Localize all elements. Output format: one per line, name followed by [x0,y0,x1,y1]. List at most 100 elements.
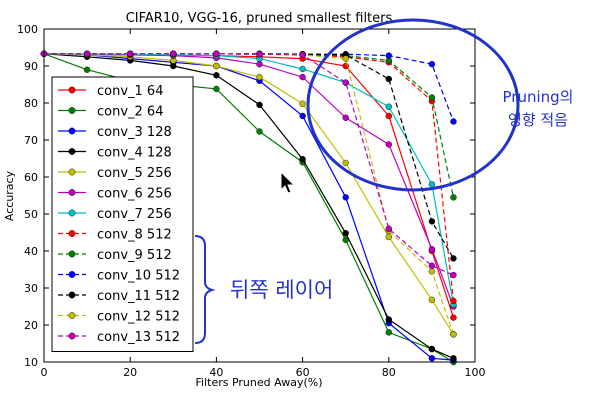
series-line-11 [44,53,454,259]
data-point [428,245,436,253]
data-point [385,112,392,120]
legend-marker [68,291,76,299]
data-point [450,331,457,338]
axis-ticks: 0 20 40 60 80 100 10 20 30 40 50 60 70 80 90 100 [17,23,486,379]
data-point [342,194,349,201]
data-point [450,355,457,362]
data-point [428,262,436,269]
legend-label: conv_10 512 [97,269,180,284]
data-point [213,85,220,93]
legend-marker [68,148,76,155]
data-point [385,329,392,336]
chart-title: CIFAR10, VGG-16, pruned smallest filters [126,11,393,26]
data-point [299,51,306,59]
legend-marker [68,189,76,196]
data-point [385,103,392,110]
legend-marker [68,107,76,114]
legend-marker [68,127,76,135]
annotation-later-layers-label: 뒤쪽 레이어 [230,278,333,302]
y-tick-label: 60 [24,171,38,184]
data-point [213,72,220,79]
legend-marker [68,230,76,237]
x-tick-label: 100 [465,366,486,379]
legend-box [51,76,194,352]
data-point [385,75,392,83]
data-point [170,62,177,70]
legend-marker [68,86,76,94]
data-point [428,218,436,225]
legend-label: conv_4 128 [97,146,172,161]
legend-brace [194,235,216,344]
annotation-pruning-label: Pruning의 [503,88,574,106]
data-point [450,314,457,321]
data-point [450,118,457,125]
data-point [385,52,392,59]
data-point [126,50,134,57]
series-line-9 [44,53,454,198]
data-point [342,230,349,237]
series-line-13 [44,53,454,276]
legend-marker [68,271,76,278]
x-tick-label: 80 [382,366,396,379]
data-point [299,156,306,163]
legend-label: conv_7 256 [97,207,172,222]
legend-label: conv_9 512 [97,248,172,263]
y-tick-label: 100 [17,23,38,36]
x-tick-label: 40 [209,366,223,379]
legend-label: conv_11 512 [97,289,180,304]
data-point [256,128,263,135]
legend-marker [68,312,76,319]
data-point [428,94,436,101]
legend-label: conv_1 64 [97,84,163,99]
legend-marker [68,209,76,217]
y-tick-label: 80 [24,97,38,110]
data-point [428,268,436,275]
data-point [256,73,263,81]
x-tick-label: 60 [296,366,310,379]
data-point [299,112,306,120]
legend-label: conv_6 256 [97,187,172,202]
data-point [385,316,392,323]
data-point [428,60,436,68]
data-point [428,355,436,362]
legend-label: conv_13 512 [97,330,180,345]
axes-frame [43,28,476,363]
data-point [342,79,349,86]
data-point [299,100,306,107]
cursor-icon [280,170,296,194]
data-point [256,50,263,58]
y-tick-label: 70 [24,134,38,147]
data-point [299,73,306,81]
data-point [342,159,349,167]
data-point [342,114,349,122]
data-point [83,50,91,57]
x-axis-label: Filters Pruned Away(%) [196,376,323,389]
y-tick-label: 90 [24,60,38,73]
data-point [213,50,220,57]
legend: conv_1 64 conv_2 64 conv_3 128 conv_4 128 co… [51,76,194,352]
series-line-12 [44,53,454,335]
data-point [428,296,436,304]
data-point [342,55,349,62]
data-point [83,66,91,73]
legend-label: conv_5 256 [97,166,172,181]
y-tick-label: 50 [24,208,38,221]
data-point [450,271,457,279]
data-point [450,297,457,305]
highlight-circle [306,18,520,192]
plot-area [40,50,457,366]
legend-label: conv_2 64 [97,105,163,120]
y-axis-label: Accuracy [3,170,16,221]
series-line-8 [44,53,454,301]
legend-label: conv_8 512 [97,228,172,243]
data-point [256,101,263,109]
y-tick-label: 20 [24,319,38,332]
data-point [450,255,457,262]
legend-marker [68,168,76,176]
legend-label: conv_12 512 [97,310,180,325]
data-point [385,233,392,241]
data-point [428,181,436,188]
annotation-little-effect-label: 영향 적음 [508,111,568,129]
y-tick-label: 10 [24,356,38,369]
